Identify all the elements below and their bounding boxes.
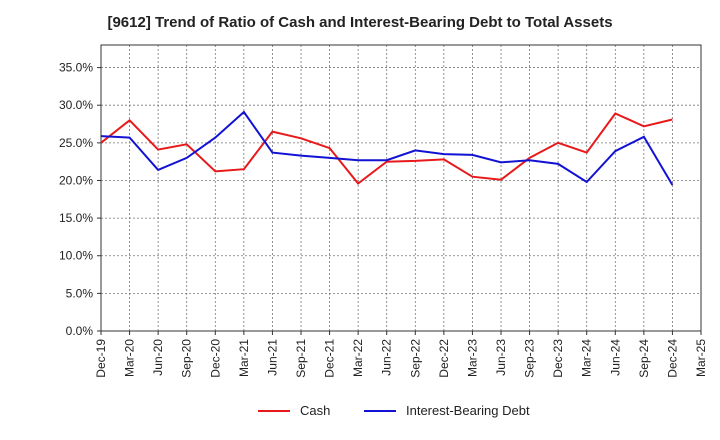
chart-title: [9612] Trend of Ratio of Cash and Intere… bbox=[107, 14, 613, 31]
y-tick-label: 0.0% bbox=[66, 324, 94, 338]
x-tick-label: Sep-23 bbox=[523, 339, 537, 378]
series-line-interest-bearing-debt bbox=[100, 110, 674, 186]
x-tick-label: Mar-20 bbox=[123, 339, 137, 377]
series-line-cash bbox=[100, 112, 673, 185]
x-tick-label: Jun-20 bbox=[151, 339, 165, 376]
x-tick-label: Jun-24 bbox=[608, 339, 622, 376]
x-tick-label: Dec-19 bbox=[94, 339, 108, 378]
y-tick-label: 20.0% bbox=[59, 173, 93, 187]
x-tick-label: Mar-22 bbox=[351, 339, 365, 377]
x-tick-label: Jun-21 bbox=[265, 339, 279, 376]
legend-label-cash: Cash bbox=[300, 403, 330, 418]
y-tick-label: 15.0% bbox=[59, 211, 93, 225]
legend-label-interest-bearing-debt: Interest-Bearing Debt bbox=[406, 403, 530, 418]
x-tick-label: Jun-22 bbox=[380, 339, 394, 376]
gridlines bbox=[101, 45, 701, 331]
x-tick-label: Dec-23 bbox=[551, 339, 565, 378]
tick-labels: 0.0% 5.0% 10.0% 15.0% 20.0% 25.0% 30.0% 35.0% De… bbox=[59, 61, 708, 378]
y-tick-label: 25.0% bbox=[59, 136, 93, 150]
series-lines bbox=[100, 110, 674, 186]
axes bbox=[97, 44, 702, 335]
x-tick-label: Mar-21 bbox=[237, 339, 251, 377]
x-tick-label: Sep-21 bbox=[294, 339, 308, 378]
x-tick-label: Mar-24 bbox=[580, 339, 594, 377]
x-tick-label: Sep-20 bbox=[180, 339, 194, 378]
x-tick-label: Dec-22 bbox=[437, 339, 451, 378]
y-tick-label: 5.0% bbox=[66, 286, 94, 300]
x-tick-label: Dec-20 bbox=[208, 339, 222, 378]
y-tick-label: 35.0% bbox=[59, 61, 93, 75]
y-tick-label: 30.0% bbox=[59, 98, 93, 112]
legend: Cash Interest-Bearing Debt bbox=[258, 403, 530, 418]
x-tick-label: Sep-22 bbox=[408, 339, 422, 378]
y-tick-label: 10.0% bbox=[59, 249, 93, 263]
x-tick-label: Jun-23 bbox=[494, 339, 508, 376]
x-tick-label: Sep-24 bbox=[637, 339, 651, 378]
x-tick-label: Dec-24 bbox=[665, 339, 679, 378]
x-tick-label: Dec-21 bbox=[323, 339, 337, 378]
x-tick-label: Mar-23 bbox=[465, 339, 479, 377]
x-tick-label: Mar-25 bbox=[694, 339, 708, 377]
plot-frame bbox=[100, 44, 702, 332]
